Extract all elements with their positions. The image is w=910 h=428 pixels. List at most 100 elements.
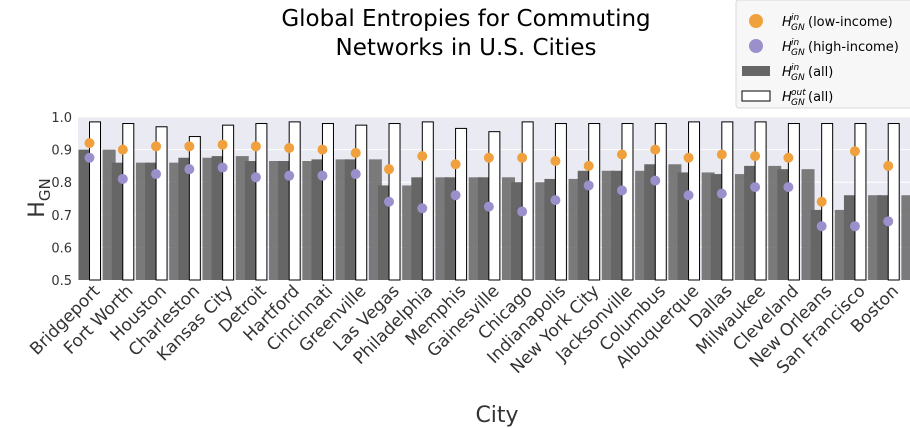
point-low-income (84, 138, 95, 149)
bar-out-all (688, 121, 701, 281)
point-high-income (783, 182, 794, 193)
bar-in-all (677, 172, 689, 280)
bar-in-all (244, 161, 256, 280)
bar-in-all (810, 209, 822, 280)
bar-in-all (111, 162, 123, 280)
bar-out-all (854, 123, 867, 281)
legend-label: Hin GN (low-income) (782, 13, 893, 33)
bar-out-all (787, 123, 800, 281)
bar-in-all (877, 195, 889, 280)
chart-title-line-1: Global Entropies for Commuting (281, 6, 650, 32)
bar-in-all (544, 178, 556, 280)
point-high-income (883, 216, 894, 227)
point-low-income (550, 156, 561, 167)
bar-in-all (411, 177, 423, 280)
legend-label: Hin GN (all) (782, 63, 833, 83)
point-high-income (284, 170, 295, 181)
point-low-income (284, 142, 295, 153)
bar-out-all (588, 123, 601, 281)
point-high-income (250, 172, 261, 183)
y-tick-label: 0.9 (51, 144, 72, 159)
point-high-income (317, 170, 328, 181)
point-high-income (450, 190, 461, 201)
point-high-income (716, 188, 727, 199)
bar-out-all (455, 127, 468, 281)
bar-in-all (710, 174, 722, 280)
point-high-income (417, 203, 428, 214)
point-low-income (350, 147, 361, 158)
y-tick-label: 0.7 (51, 209, 72, 224)
y-tick-label: 1.0 (51, 111, 72, 126)
bar-out-all (887, 123, 900, 281)
legend-marker-point (749, 39, 763, 53)
point-high-income (583, 180, 594, 191)
bar-in-all (511, 182, 523, 280)
point-low-income (683, 152, 694, 163)
point-high-income (483, 201, 494, 212)
bar-in-all (78, 149, 90, 280)
bar-out-all (654, 123, 667, 281)
bars-group (78, 121, 910, 281)
bar-out-all (754, 121, 767, 281)
legend-label: Hin GN (high-income) (782, 38, 899, 58)
point-low-income (450, 159, 461, 170)
legend-marker-point (749, 14, 763, 28)
point-high-income (151, 169, 162, 180)
bar-out-all (421, 121, 434, 281)
bar-in-all-shadow (901, 195, 910, 280)
point-low-income (716, 149, 727, 160)
bar-out-all (721, 121, 734, 281)
point-low-income (117, 144, 128, 155)
points-group (84, 138, 894, 232)
bar-out-all (122, 123, 135, 281)
point-low-income (849, 146, 860, 157)
point-low-income (151, 141, 162, 152)
point-low-income (384, 164, 395, 175)
y-tick-label: 0.8 (51, 176, 72, 191)
y-tick-label: 0.6 (51, 241, 72, 256)
point-low-income (883, 160, 894, 171)
bar-in-all (378, 185, 390, 280)
point-low-income (783, 152, 794, 163)
bar-out-all (621, 123, 634, 281)
y-axis-ticks: 0.5 0.6 0.7 0.8 0.9 1.0 (51, 111, 72, 289)
bar-in-all (577, 170, 589, 280)
bar-in-all (344, 159, 356, 280)
x-axis-label: City (475, 403, 518, 428)
point-low-income (583, 160, 594, 171)
point-low-income (517, 152, 528, 163)
legend-box (735, 0, 910, 109)
legend-label: Hout GN (all) (782, 88, 833, 108)
point-high-income (683, 190, 694, 201)
bar-in-all (744, 165, 756, 280)
bar-out-all (188, 136, 201, 281)
point-high-income (384, 196, 395, 207)
point-low-income (217, 139, 228, 150)
bar-in-all (777, 169, 789, 280)
point-high-income (517, 206, 528, 217)
bar-in-all (211, 156, 223, 280)
bar-out-all (288, 121, 301, 281)
point-low-income (250, 141, 261, 152)
bar-out-all (355, 124, 368, 281)
y-axis-label-main: H (25, 201, 50, 218)
point-low-income (483, 152, 494, 163)
bar-out-all (222, 124, 235, 281)
bar-in-all (278, 161, 290, 280)
point-low-income (184, 141, 195, 152)
point-high-income (750, 182, 761, 193)
y-tick-label: 0.5 (51, 274, 72, 289)
point-high-income (217, 162, 228, 173)
chart-title-line-2: Networks in U.S. Cities (336, 35, 597, 61)
point-low-income (317, 144, 328, 155)
bar-in-all (644, 164, 656, 280)
point-high-income (650, 175, 661, 186)
bar-in-all (843, 195, 855, 280)
legend: Hin GN (low-income) Hin GN (high-income) Hin GN… (735, 0, 910, 109)
y-axis-label-sub: GN (36, 178, 54, 201)
legend-marker-bar (742, 66, 770, 76)
point-high-income (550, 195, 561, 206)
bar-out-all (255, 123, 268, 281)
